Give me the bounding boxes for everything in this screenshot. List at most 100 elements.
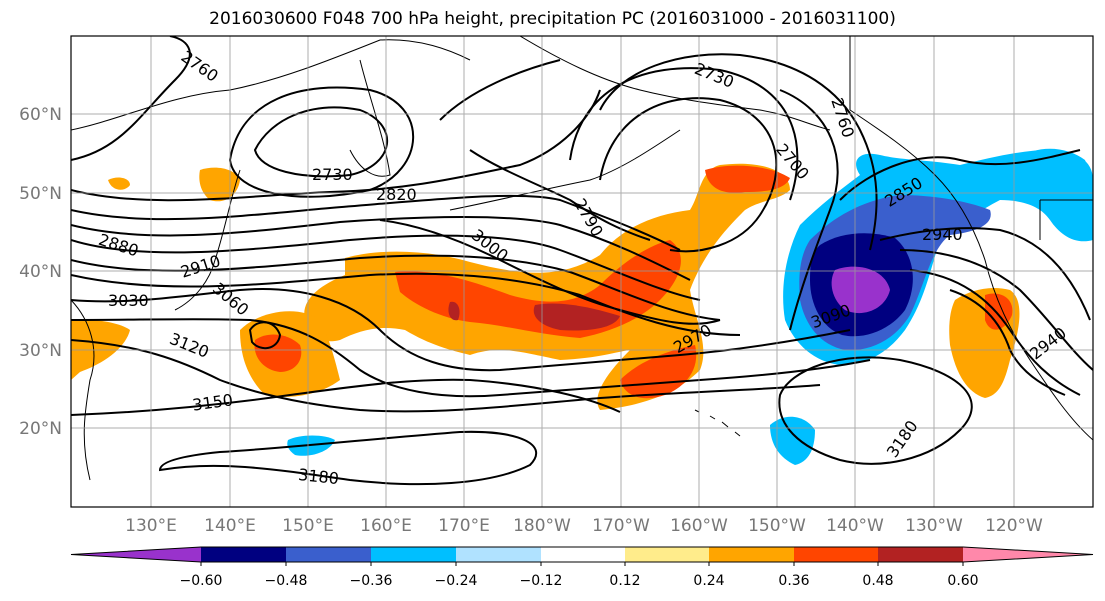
contour-c <box>71 272 741 336</box>
positive-anomaly-peak-2 <box>448 301 460 321</box>
positive-anomaly-nw <box>705 165 790 193</box>
lon-tick-label: 170°E <box>438 516 490 536</box>
colorbar-segment <box>878 547 963 562</box>
colorbar-segment <box>201 547 286 562</box>
contour-label: 3120 <box>167 329 212 362</box>
contour-2760-west <box>71 36 191 161</box>
contour-2850 <box>839 149 1081 201</box>
contour-label: 2760 <box>827 95 858 140</box>
lon-tick-label: 140°W <box>826 516 884 536</box>
coastline-asia <box>71 39 471 131</box>
contour-2700 <box>599 97 778 253</box>
colorbar-extend-max <box>963 547 1093 562</box>
negative-anomaly-ne <box>1015 148 1091 240</box>
negative-anomaly-peak <box>831 266 890 314</box>
colorbar-extend-min <box>71 547 201 562</box>
contour-2790 <box>469 149 651 241</box>
coastline-na-inland <box>849 36 1093 240</box>
contour-3090-ring <box>248 321 282 350</box>
negative-anomaly-south <box>770 416 815 465</box>
contour-2760-low <box>228 86 415 198</box>
positive-anomaly-east-core <box>985 293 1013 330</box>
colorbar-segment <box>709 547 794 562</box>
lon-tick-label: 160°W <box>670 516 728 536</box>
contour-3030 <box>71 288 851 372</box>
coastline-hawaii <box>694 409 741 437</box>
contour-e <box>909 269 1081 396</box>
lon-tick-label: 160°E <box>360 516 412 536</box>
colorbar-tick-label: 0.12 <box>609 573 640 589</box>
lat-tick-label: 20°N <box>19 419 62 439</box>
contour-f <box>599 53 878 251</box>
contour-3150 <box>71 378 621 416</box>
colorbar <box>70 546 1094 566</box>
contour-b <box>71 216 691 281</box>
colorbar-tick-label: −0.48 <box>265 573 308 589</box>
contour-label: 3180 <box>883 417 922 461</box>
height-contours <box>71 36 1093 486</box>
colorbar-tick-label: −0.24 <box>435 573 478 589</box>
lat-tick-label: 60°N <box>19 105 62 125</box>
contour-d <box>899 249 1093 371</box>
colorbar-segment <box>371 547 456 562</box>
colorbar-segment <box>456 547 541 562</box>
contour-label: 3180 <box>297 465 339 488</box>
coastline-japan <box>174 169 241 311</box>
lon-tick-label: 150°W <box>748 516 806 536</box>
contour-label: 2940 <box>1026 323 1070 363</box>
latitude-ticks: 60°N 50°N 40°N 30°N 20°N <box>19 105 62 439</box>
precipitation-shading <box>71 148 1093 465</box>
colorbar-tick-label: 0.36 <box>778 573 809 589</box>
coastline-china <box>71 299 95 481</box>
lon-tick-label: 170°W <box>592 516 650 536</box>
colorbar-tick-label: 0.24 <box>693 573 724 589</box>
lon-tick-label: 180°W <box>513 516 571 536</box>
contour-labels: 2760 2730 2820 2880 2910 3030 3060 3120 … <box>96 47 1070 488</box>
contour-label: 2910 <box>178 251 223 282</box>
gridlines <box>71 36 1093 507</box>
contour-3180-east <box>778 356 973 465</box>
contour-2820 <box>71 89 601 202</box>
map-frame <box>70 35 1094 508</box>
lon-tick-label: 130°E <box>125 516 177 536</box>
contour-3120 <box>71 339 821 413</box>
colorbar-tick-label: 0.60 <box>947 573 978 589</box>
lon-tick-label: 150°E <box>282 516 334 536</box>
positive-anomaly-sw-core <box>254 334 302 372</box>
contour-label: 3150 <box>191 390 234 414</box>
lat-tick-label: 30°N <box>19 341 62 361</box>
contour-2730-low <box>253 106 388 178</box>
contour-3000 <box>379 219 721 325</box>
longitude-ticks: 130°E 140°E 150°E 160°E 170°E 180°W 170°… <box>125 516 1043 536</box>
contour-3180-west <box>158 430 537 486</box>
lon-tick-label: 140°E <box>204 516 256 536</box>
contour-3060 <box>71 318 871 398</box>
colorbar-tick-label: −0.36 <box>350 573 393 589</box>
contour-2730-east <box>569 67 799 201</box>
positive-anomaly-small <box>108 177 130 190</box>
lon-tick-label: 120°W <box>985 516 1043 536</box>
contour-label: 2790 <box>570 195 607 240</box>
lat-tick-label: 40°N <box>19 262 62 282</box>
colorbar-tick-label: −0.60 <box>180 573 223 589</box>
colorbar-tick-labels: −0.60 −0.48 −0.36 −0.24 −0.12 0.12 0.24 … <box>180 573 979 589</box>
colorbar-tick-label: −0.12 <box>520 573 563 589</box>
coastline-aleutians <box>449 129 681 211</box>
coastline-alaska <box>519 36 831 131</box>
positive-anomaly-peak <box>533 303 620 331</box>
contour-label: 2820 <box>376 185 417 204</box>
colorbar-segment <box>541 547 625 562</box>
contour-a <box>71 194 681 251</box>
map-title: 2016030600 F048 700 hPa height, precipit… <box>209 9 896 29</box>
lon-tick-label: 130°W <box>905 516 963 536</box>
coastline-kamchatka <box>349 59 391 177</box>
contour-2760-east <box>779 89 839 331</box>
contour-label: 2940 <box>922 225 963 244</box>
contour-label: 3030 <box>108 291 149 310</box>
colorbar-tick-label: 0.48 <box>862 573 893 589</box>
lat-tick-label: 50°N <box>19 184 62 204</box>
coastlines <box>71 36 1093 481</box>
contour-g <box>439 59 561 121</box>
contour-2940 <box>879 227 1091 321</box>
